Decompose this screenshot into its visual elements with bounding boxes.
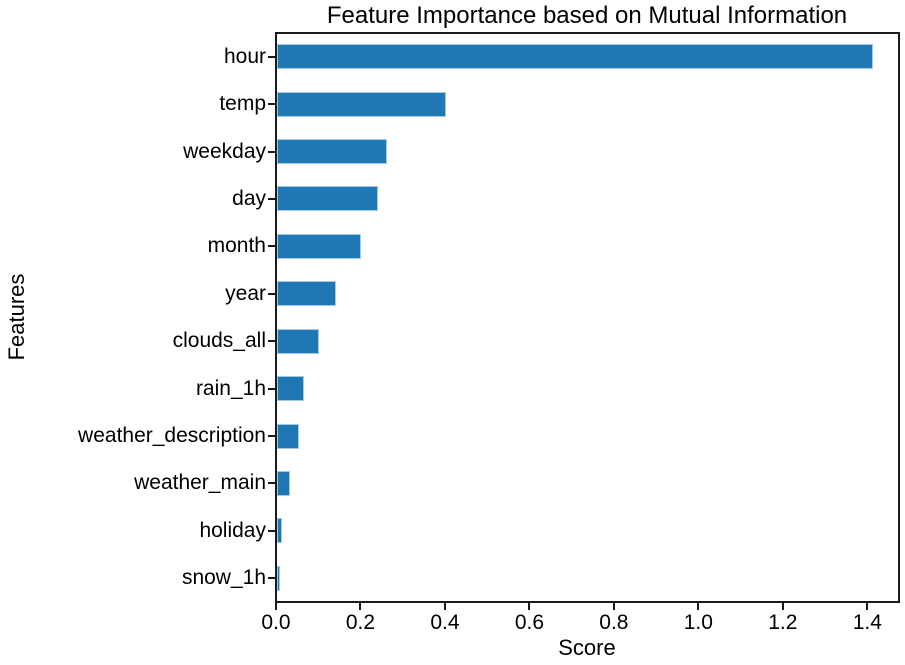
chart-title: Feature Importance based on Mutual Infor… — [326, 2, 848, 29]
bar-year — [277, 281, 337, 307]
x-axis-label: Score — [558, 635, 616, 660]
y-tick-label-weekday: weekday — [183, 139, 266, 163]
y-tick-mark — [268, 197, 276, 200]
bar-rain_1h — [277, 376, 304, 402]
x-tick-mark — [275, 602, 277, 610]
x-tick-mark — [866, 602, 869, 610]
bar-weekday — [277, 139, 387, 165]
y-tick-label-weather_main: weather_main — [134, 471, 266, 495]
y-tick-mark — [268, 55, 276, 58]
y-axis-label: Features — [4, 273, 29, 361]
y-tick-label-year: year — [225, 281, 266, 305]
x-tick-label-0.8: 0.8 — [599, 611, 629, 634]
y-tick-mark — [268, 387, 276, 390]
y-tick-mark — [268, 435, 276, 438]
x-tick-label-0.0: 0.0 — [261, 611, 291, 634]
y-tick-label-rain_1h: rain_1h — [195, 376, 266, 400]
y-tick-mark — [268, 577, 276, 580]
y-tick-label-hour: hour — [223, 44, 266, 68]
y-tick-label-clouds_all: clouds_all — [172, 329, 266, 353]
bar-day — [277, 186, 379, 212]
bar-clouds_all — [277, 328, 320, 354]
y-tick-label-month: month — [207, 234, 266, 258]
bar-month — [277, 233, 362, 259]
x-tick-label-1.2: 1.2 — [768, 611, 798, 634]
bar-weather_main — [277, 470, 290, 496]
x-tick-label-1.4: 1.4 — [852, 611, 882, 634]
x-tick-label-0.6: 0.6 — [514, 611, 545, 634]
y-tick-label-day: day — [232, 186, 266, 210]
y-tick-mark — [268, 482, 276, 485]
y-tick-mark — [268, 150, 276, 153]
y-tick-label-weather_description: weather_description — [78, 424, 266, 448]
y-tick-label-holiday: holiday — [199, 518, 266, 542]
x-tick-mark — [612, 602, 615, 610]
y-tick-mark — [268, 292, 276, 295]
x-tick-mark — [781, 602, 784, 610]
y-tick-mark — [268, 245, 276, 248]
x-tick-mark — [359, 602, 362, 610]
y-tick-mark — [268, 529, 276, 532]
x-tick-mark — [697, 602, 700, 610]
bar-weather_description — [277, 423, 299, 449]
y-tick-label-temp: temp — [219, 92, 266, 116]
bar-temp — [277, 91, 446, 117]
y-tick-mark — [268, 340, 276, 343]
bar-snow_1h — [277, 565, 280, 591]
y-tick-label-snow_1h: snow_1h — [181, 566, 266, 590]
x-tick-mark — [443, 602, 446, 610]
x-tick-label-0.2: 0.2 — [345, 611, 376, 634]
y-tick-mark — [268, 103, 276, 106]
bar-hour — [277, 44, 873, 70]
x-tick-label-1.0: 1.0 — [683, 611, 713, 634]
x-tick-label-0.4: 0.4 — [430, 611, 460, 634]
x-tick-mark — [528, 602, 531, 610]
bar-holiday — [277, 518, 283, 544]
plot-area — [275, 32, 900, 603]
